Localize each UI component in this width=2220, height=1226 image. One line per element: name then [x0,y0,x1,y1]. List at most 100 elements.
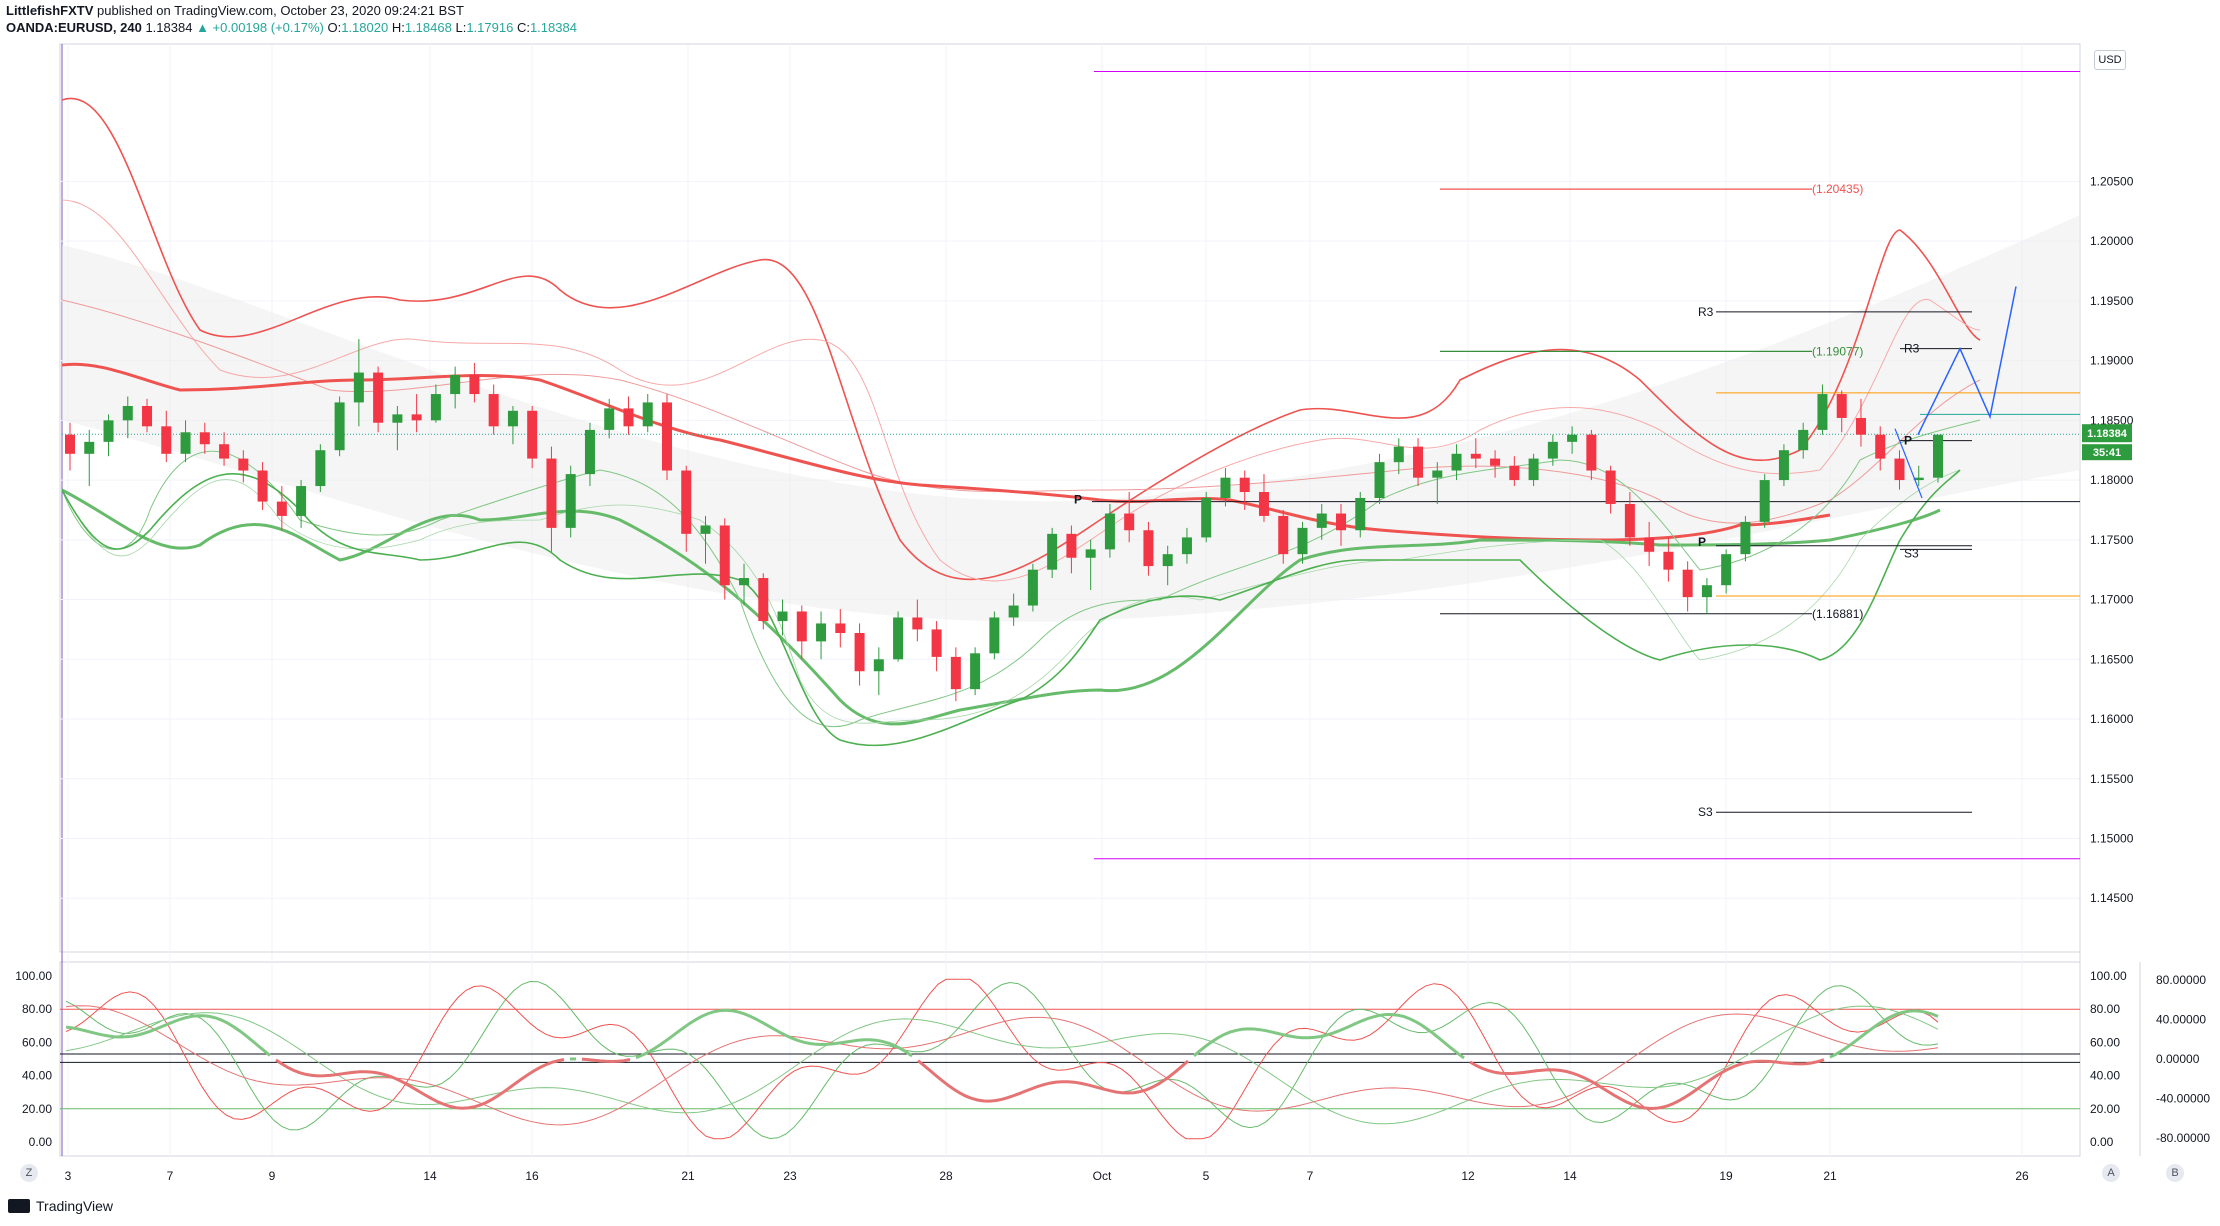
candle-body [1644,537,1655,552]
candle-body [1509,465,1520,481]
osc-left-tick: 20.00 [22,1102,52,1116]
candle-body [719,525,730,586]
open-label: O: [327,20,342,35]
candle-body [1528,458,1539,481]
candle-body [1451,453,1462,471]
low-label: L: [455,20,467,35]
chart-header: LittlefishFXTV published on TradingView.… [6,2,577,36]
price-tick-label: 1.17500 [2090,533,2134,547]
time-tick-label: 21 [1823,1169,1837,1183]
candle-body [1778,450,1789,481]
mid-band-red-thin [61,299,1981,524]
candle-body [1663,551,1674,570]
price-tick-label: 1.20500 [2090,174,2134,188]
publisher-line: LittlefishFXTV published on TradingView.… [6,2,577,19]
high-label: H: [391,20,405,35]
candle-body [1547,441,1558,459]
last-price: 1.18384 [145,20,193,35]
candle-body [488,394,499,427]
candle-body [1085,549,1096,558]
candle-body [296,486,307,516]
candle-body [1066,533,1077,558]
level-label: P [1698,535,1706,549]
candle-body [334,402,345,451]
published-text: published on TradingView.com, October 23… [97,3,464,18]
candle-body [1567,434,1578,442]
candle-body [238,458,249,471]
candle-body [1798,429,1809,451]
time-tick-label: 21 [681,1169,695,1183]
osc-far-right-tick: 0.00000 [2156,1052,2200,1066]
candle-body [1201,498,1212,538]
candle-body [373,372,384,423]
price-tag-value: 1.18384 [2087,428,2128,440]
candle-body [1124,513,1135,531]
b-button[interactable]: B [2166,1164,2184,1182]
candle-body [1162,554,1173,567]
auto-scale-button[interactable]: A [2102,1164,2120,1182]
tradingview-logo-icon [8,1199,30,1213]
candle-body [527,410,538,459]
candle-body [1258,492,1269,516]
candle-body [507,410,518,427]
candle-body [142,406,153,427]
candle-body [681,470,692,534]
candle-body [1220,477,1231,498]
time-tick-label: 7 [1307,1169,1314,1183]
price-tick-label: 1.18500 [2090,413,2134,427]
price-tick-label: 1.19500 [2090,294,2134,308]
osc-right-tick: 40.00 [2090,1069,2120,1083]
candle-body [1605,470,1616,504]
time-tick-label: 16 [525,1169,539,1183]
candle-body [1490,458,1501,466]
candle-body [1336,513,1347,531]
candle-body [893,617,904,660]
candle-body [739,578,750,586]
stoch-line-green-1 [65,980,1939,1140]
candle-body [161,426,172,454]
footer-brand: TradingView [8,1198,113,1214]
price-tick-label: 1.19000 [2090,354,2134,368]
time-tick-label: 12 [1461,1169,1475,1183]
candle-body [469,374,480,395]
candle-body [642,402,653,427]
level-label: P [1074,493,1082,507]
level-label: (1.16881) [1812,607,1863,621]
candle-body [950,656,961,690]
time-tick-label: 14 [423,1169,437,1183]
time-tick-label: 14 [1563,1169,1577,1183]
candle-body [1316,513,1327,528]
osc-left-tick: 0.00 [29,1135,53,1149]
candle-body [989,617,1000,654]
osc-left-tick: 60.00 [22,1035,52,1049]
close-value: 1.18384 [529,20,577,35]
candle-body [1413,446,1424,478]
low-value: 1.17916 [466,20,514,35]
candle-body [1701,585,1712,598]
candle-body [1104,513,1115,550]
currency-badge[interactable]: USD [2094,50,2126,70]
price-tag-box [2082,424,2132,443]
publisher-name[interactable]: LittlefishFXTV [6,3,94,18]
time-tick-label: 3 [65,1169,72,1183]
level-label: R3 [1904,342,1920,356]
candle-body [1624,503,1635,538]
price-tick-label: 1.15000 [2090,832,2134,846]
candle-body [700,525,711,534]
timezone-button-z[interactable]: Z [20,1164,38,1182]
level-label: (1.20435) [1812,182,1863,196]
candle-body [1875,434,1886,459]
osc-far-right-tick: -40.00000 [2156,1092,2210,1106]
candle-body [1817,394,1828,430]
brand-name[interactable]: TradingView [36,1198,114,1214]
stoch-line-green-2 [65,1005,1939,1125]
price-tick-label: 1.16500 [2090,652,2134,666]
osc-far-right-tick: -80.00000 [2156,1131,2210,1145]
candle-body [1297,527,1308,555]
time-tick-label: 5 [1203,1169,1210,1183]
osc-far-right-tick: 80.00000 [2156,973,2206,987]
candle-body [411,414,422,421]
candle-body [1393,446,1404,463]
symbol-label[interactable]: OANDA:EURUSD, 240 [6,20,142,35]
